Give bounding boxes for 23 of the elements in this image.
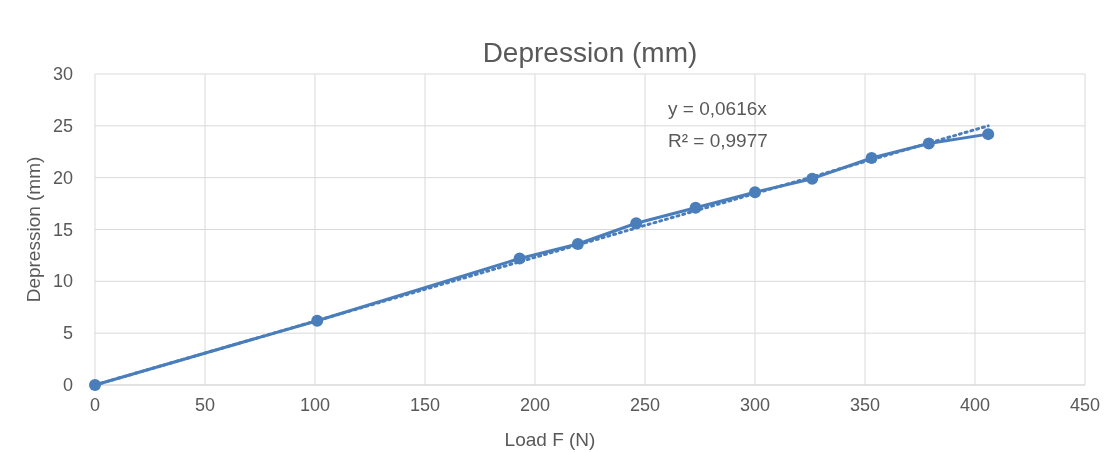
- y-tick-label: 10: [52, 271, 73, 292]
- x-axis-title: Load F (N): [504, 429, 596, 450]
- y-tick-label: 5: [62, 323, 73, 344]
- annotation: R² = 0,9977: [668, 130, 768, 151]
- x-tick-label: 0: [89, 395, 101, 415]
- y-tick-label: 0: [62, 375, 73, 395]
- x-tick-label: 150: [409, 395, 441, 415]
- x-tick-label: 400: [959, 395, 991, 415]
- x-tick-label: 100: [299, 395, 331, 415]
- y-tick-label: 15: [52, 219, 73, 240]
- annotation: y = 0,0616x: [668, 98, 768, 119]
- x-tick-label: 50: [194, 395, 216, 415]
- chart-title: Depression (mm): [482, 37, 698, 68]
- x-tick-label: 350: [849, 395, 881, 415]
- y-tick-label: 30: [52, 64, 73, 84]
- x-tick-label: 200: [519, 395, 551, 415]
- y-axis-title: Depression (mm): [23, 156, 44, 303]
- y-tick-label: 25: [52, 115, 73, 136]
- y-tick-label: 20: [52, 167, 73, 188]
- x-tick-label: 300: [739, 395, 771, 415]
- point: [982, 128, 995, 141]
- x-tick-label: 450: [1069, 395, 1101, 415]
- x-tick-label: 250: [629, 395, 661, 415]
